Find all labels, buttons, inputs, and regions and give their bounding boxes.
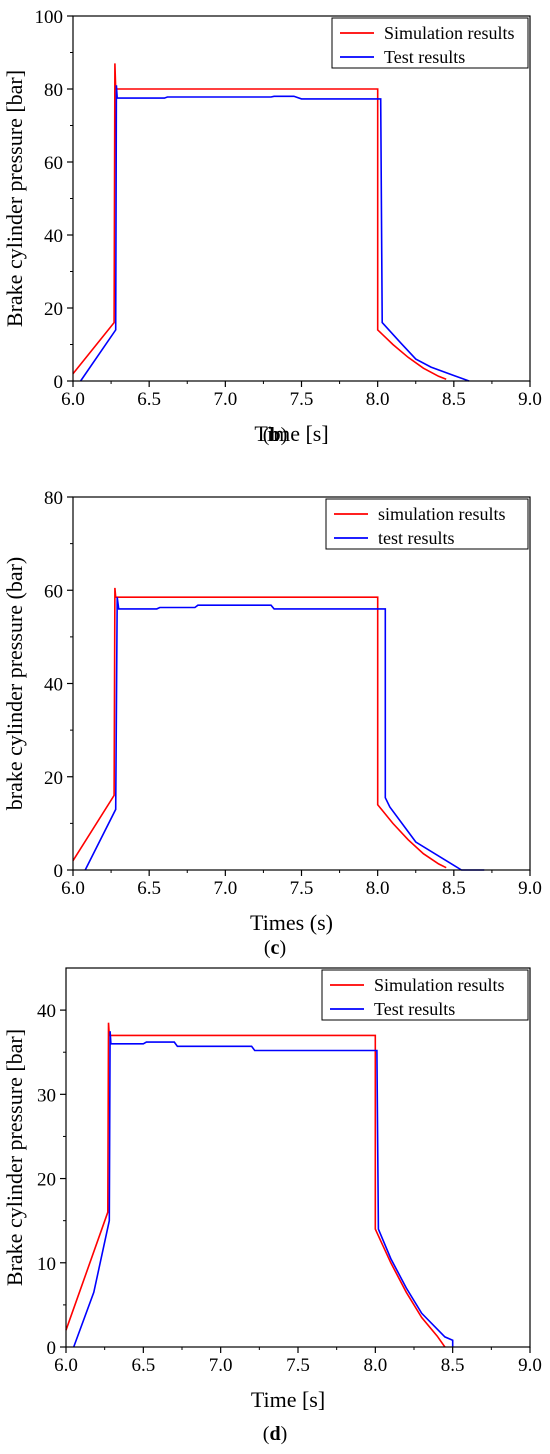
chart-panel-c: 6.0 6.5 7.0 7.5 8.0 8.5 9.0 0 20 40 60 80 Times (s) b… bbox=[0, 484, 550, 959]
chart-b-series-line-1 bbox=[72, 63, 447, 380]
chart-d-x-tick-label: 8.5 bbox=[441, 1355, 465, 1376]
chart-c-legend-label-2: test results bbox=[378, 528, 455, 548]
chart-d-y-axis-title: Brake cylinder pressure [bar] bbox=[2, 1029, 27, 1286]
chart-d-x-tick-label: 9.0 bbox=[518, 1355, 542, 1376]
panel-label-b: b bbox=[269, 424, 281, 446]
chart-c-x-tick-label: 9.0 bbox=[518, 878, 542, 899]
chart-c-plot-frame bbox=[72, 496, 531, 871]
chart-d-y-tick-label: 0 bbox=[47, 1338, 57, 1359]
chart-b-y-tick-label: 40 bbox=[44, 226, 63, 247]
chart-b-y-tick-label: 20 bbox=[44, 299, 63, 320]
chart-d-legend-label-1: Simulation results bbox=[374, 975, 505, 995]
chart-d-x-axis-title: Time [s] bbox=[251, 1387, 325, 1412]
chart-d-series-line-1 bbox=[65, 1022, 446, 1348]
chart-c-y-tick-label: 40 bbox=[44, 675, 63, 696]
chart-d: 6.0 6.5 7.0 7.5 8.0 8.5 9.0 0 10 20 30 40 Time [s] Br… bbox=[2, 967, 542, 1412]
panel-caption-d: (d) bbox=[262, 1423, 288, 1445]
chart-b-y-tick-label: 0 bbox=[54, 372, 64, 393]
chart-d-y-tick-label: 20 bbox=[37, 1170, 56, 1191]
chart-d-legend-box bbox=[321, 969, 529, 1021]
panel-caption-b: (b) bbox=[262, 424, 288, 446]
chart-b-series-line-2 bbox=[79, 85, 470, 382]
chart-b-x-tick-label: 9.0 bbox=[518, 389, 542, 410]
chart-c-x-tick-label: 8.0 bbox=[366, 878, 390, 899]
chart-b-legend-label-1: Simulation results bbox=[384, 23, 515, 43]
panel-label-c: c bbox=[270, 937, 280, 959]
chart-c-series-line-2 bbox=[84, 597, 485, 871]
chart-b-x-tick-label: 6.5 bbox=[137, 389, 161, 410]
chart-b-legend-box bbox=[331, 17, 529, 69]
chart-b-y-axis-title: Brake cylinder pressure [bar] bbox=[2, 70, 27, 327]
chart-c: 6.0 6.5 7.0 7.5 8.0 8.5 9.0 0 20 40 60 80 Times (s) b… bbox=[2, 488, 542, 935]
chart-b: 6.0 6.5 7.0 7.5 8.0 8.5 9.0 0 20 40 60 80 100 Time [s… bbox=[2, 7, 542, 446]
chart-b-x-axis-title: Time [s] bbox=[254, 421, 328, 446]
chart-c-x-tick-label: 7.5 bbox=[290, 878, 314, 899]
chart-b-x-tick-label: 8.0 bbox=[366, 389, 390, 410]
chart-b-y-tick-label: 80 bbox=[44, 80, 63, 101]
chart-d-plot-frame bbox=[65, 967, 531, 1348]
panel-label-d: d bbox=[269, 1423, 281, 1445]
chart-c-y-tick-label: 20 bbox=[44, 768, 63, 789]
chart-b-x-tick-label: 7.5 bbox=[290, 389, 314, 410]
chart-b-y-tick-label: 100 bbox=[35, 7, 64, 28]
chart-d-series-line-2 bbox=[72, 1031, 454, 1348]
chart-b-y-tick-label: 60 bbox=[44, 153, 63, 174]
chart-d-x-tick-label: 6.0 bbox=[54, 1355, 78, 1376]
chart-b-x-tick-label: 6.0 bbox=[61, 389, 85, 410]
chart-c-x-tick-label: 7.0 bbox=[213, 878, 237, 899]
chart-c-x-axis-title: Times (s) bbox=[250, 910, 333, 935]
chart-d-y-tick-label: 40 bbox=[37, 1001, 56, 1022]
chart-c-series-line-1 bbox=[72, 587, 447, 869]
chart-d-x-tick-label: 6.5 bbox=[131, 1355, 155, 1376]
chart-d-legend-label-2: Test results bbox=[374, 999, 455, 1019]
chart-c-y-tick-label: 0 bbox=[54, 861, 64, 882]
chart-b-x-tick-label: 7.0 bbox=[213, 389, 237, 410]
chart-panel-d: 6.0 6.5 7.0 7.5 8.0 8.5 9.0 0 10 20 30 40 Time [s] Br… bbox=[0, 967, 550, 1454]
chart-b-x-tick-label: 8.5 bbox=[442, 389, 466, 410]
chart-d-x-tick-label: 7.5 bbox=[286, 1355, 310, 1376]
chart-d-y-tick-label: 10 bbox=[37, 1254, 56, 1275]
chart-d-x-tick-label: 8.0 bbox=[363, 1355, 387, 1376]
panel-caption-c: (c) bbox=[263, 937, 287, 959]
chart-c-legend-label-1: simulation results bbox=[378, 504, 506, 524]
chart-c-x-tick-label: 6.5 bbox=[137, 878, 161, 899]
chart-c-legend-box bbox=[325, 498, 529, 550]
chart-c-y-axis-title: brake cylinder pressure (bar) bbox=[2, 557, 27, 810]
chart-b-legend-label-2: Test results bbox=[384, 47, 465, 67]
chart-c-x-tick-label: 6.0 bbox=[61, 878, 85, 899]
chart-c-y-tick-label: 60 bbox=[44, 581, 63, 602]
chart-c-y-tick-label: 80 bbox=[44, 488, 63, 509]
chart-d-x-tick-label: 7.0 bbox=[209, 1355, 233, 1376]
chart-d-y-tick-label: 30 bbox=[37, 1085, 56, 1106]
chart-panel-b: 6.0 6.5 7.0 7.5 8.0 8.5 9.0 0 20 40 60 80 100 Time [s… bbox=[0, 0, 550, 470]
chart-b-plot-frame bbox=[72, 15, 531, 382]
chart-c-x-tick-label: 8.5 bbox=[442, 878, 466, 899]
